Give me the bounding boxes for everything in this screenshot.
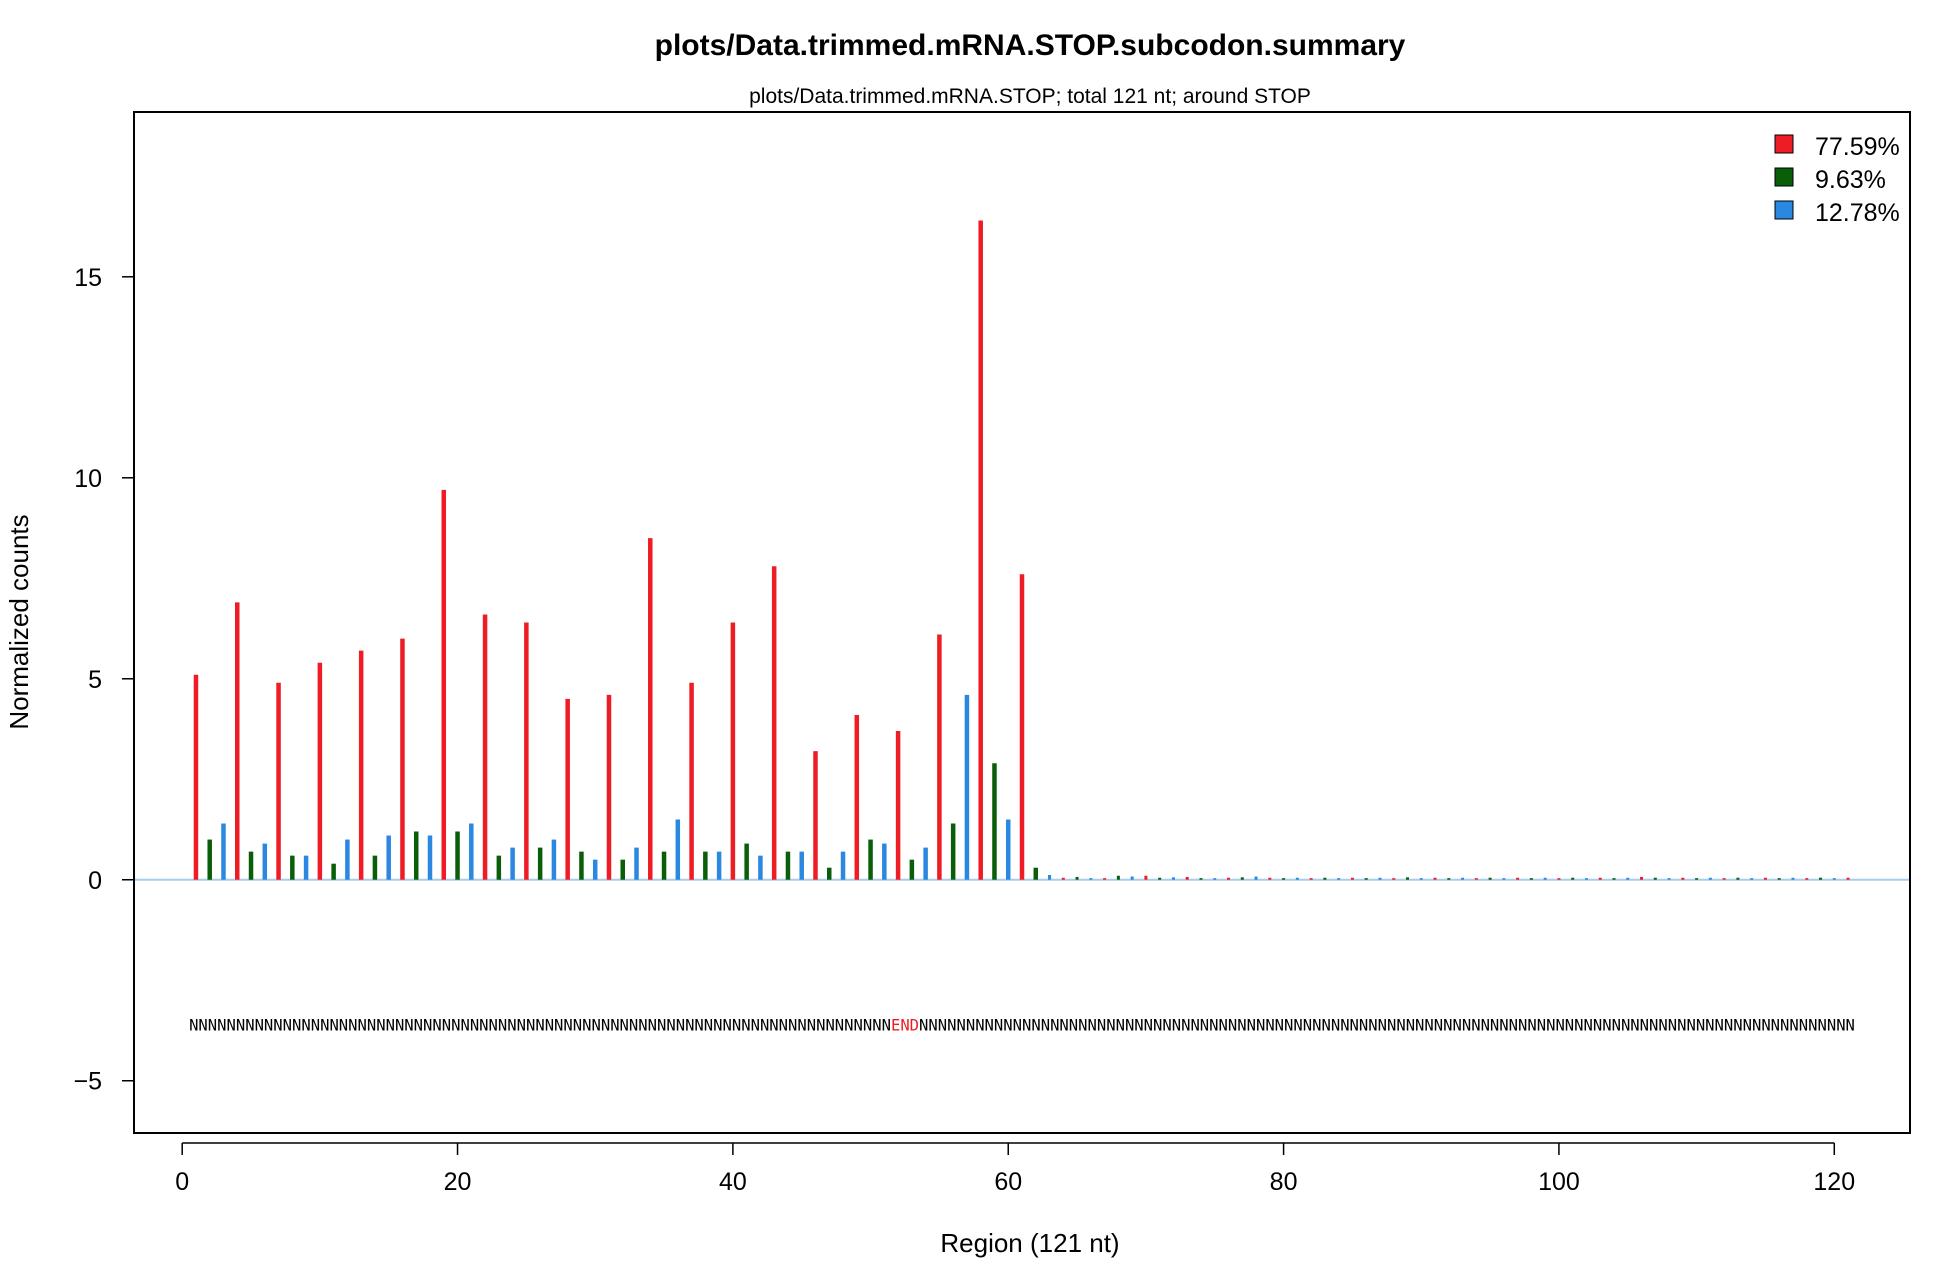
stop-codon: END: [891, 1015, 919, 1034]
sequence-left: NNNNNNNNNNNNNNNNNNNNNNNNNNNNNNNNNNNNNNNN…: [189, 1015, 891, 1034]
x-tick-label: 60: [994, 1168, 1022, 1196]
plot-area: 0 20 40 60 80 100 120 −5 0 5 10 15 77.59% 9.63% 12.78%…: [73, 111, 1911, 1196]
chart-subtitle: plots/Data.trimmed.mRNA.STOP; total 121 …: [749, 85, 1311, 108]
y-tick-label: −5: [73, 1068, 102, 1096]
y-tick-label: 15: [74, 264, 102, 292]
chart-title: plots/Data.trimmed.mRNA.STOP.subcodon.su…: [655, 29, 1406, 62]
y-tick-label: 5: [88, 666, 102, 694]
sequence-right: NNNNNNNNNNNNNNNNNNNNNNNNNNNNNNNNNNNNNNNN…: [919, 1015, 1855, 1034]
legend-swatch: [1774, 200, 1794, 220]
legend-swatch: [1774, 134, 1794, 154]
x-tick-label: 0: [175, 1168, 189, 1196]
x-tick-label: 20: [444, 1168, 472, 1196]
legend-swatch: [1774, 167, 1794, 187]
y-axis-label: Normalized counts: [4, 514, 34, 729]
x-axis-label: Region (121 nt): [940, 1228, 1119, 1258]
y-tick-label: 0: [88, 867, 102, 895]
x-tick-label: 120: [1813, 1168, 1855, 1196]
x-tick-label: 40: [719, 1168, 747, 1196]
sequence-text: NNNNNNNNNNNNNNNNNNNNNNNNNNNNNNNNNNNNNNNN…: [189, 1015, 1855, 1034]
legend-label: 77.59%: [1815, 133, 1900, 161]
legend-label: 9.63%: [1815, 166, 1886, 194]
y-tick-label: 10: [74, 465, 102, 493]
x-tick-label: 100: [1538, 1168, 1580, 1196]
legend-label: 12.78%: [1815, 199, 1900, 227]
x-tick-label: 80: [1270, 1168, 1298, 1196]
